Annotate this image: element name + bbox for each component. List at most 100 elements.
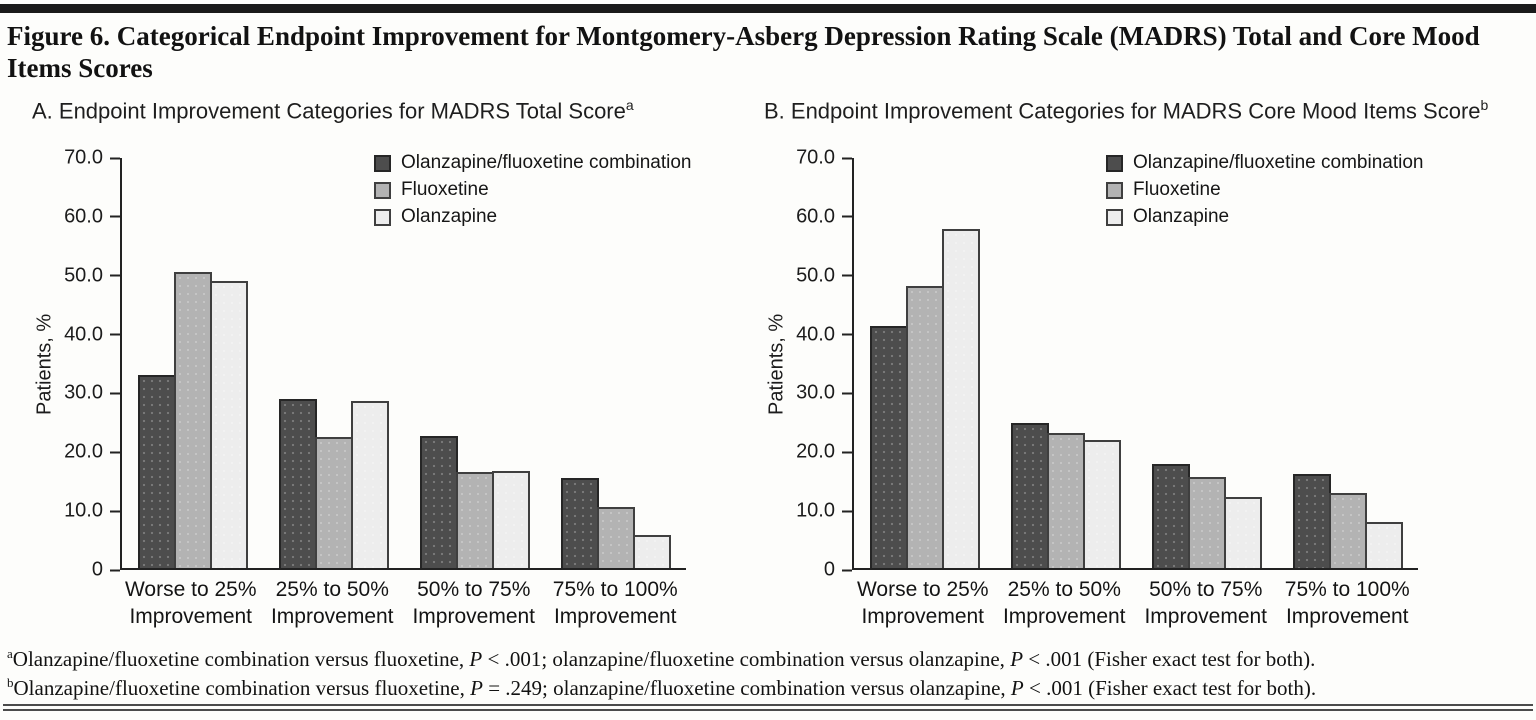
bar-series-1 [1187,476,1226,568]
legend-swatch [1106,208,1123,226]
footnote-text: < .001 (Fisher exact test for both). [1023,675,1317,700]
y-tick-label: 40.0 [796,323,835,346]
bar-series-0 [137,374,176,568]
p-value-symbol: P [1010,647,1024,671]
y-tick-mark [842,157,852,159]
footnote-b: bOlanzapine/fluoxetine combination versu… [7,674,1531,703]
y-tick-mark [110,215,120,218]
y-tick-mark [842,510,852,513]
legend-item: Fluoxetine [374,179,691,201]
legend-label: Olanzapine [1133,206,1230,227]
plot-area: Olanzapine/fluoxetine combination Fluoxet… [852,152,1423,570]
y-tick-mark [110,569,120,571]
y-tick-label: 50.0 [796,264,835,287]
bar-group [854,158,995,568]
y-axis-ticks: 70.0 60.0 50.0 40.0 30.0 20.0 10.0 0 [792,147,852,581]
footnote-text: Olanzapine/fluoxetine combination versus… [13,675,471,700]
y-tick-label: 0 [823,558,835,581]
y-tick-label: 70.0 [64,146,103,169]
bar-series-0 [1010,422,1049,568]
y-tick-mark [842,274,852,277]
x-category-label: 25% to 50% Improvement [270,578,394,628]
y-tick-mark [842,333,852,336]
p-value-symbol: P [469,647,483,671]
panel-a-title-text: A. Endpoint Improvement Categories for M… [32,98,626,124]
bar-group [1277,158,1418,568]
legend-label: Fluoxetine [401,179,489,200]
x-axis-labels: Worse to 25% Improvement 25% to 50% Improve… [120,577,686,631]
figure-title: Figure 6. Categorical Endpoint Improveme… [7,21,1480,84]
bar-series-0 [1292,474,1331,568]
bar-series-0 [869,325,908,568]
y-tick-mark [842,451,852,454]
bar-group [122,158,263,568]
bar-series-2 [1364,522,1403,568]
y-tick-mark [110,274,120,277]
legend-swatch [1106,154,1123,172]
footnote-text: Olanzapine/fluoxetine combination versus… [12,647,470,671]
bar-series-1 [173,271,212,568]
y-tick-mark [842,215,852,218]
y-tick-mark [110,333,120,336]
legend-item: Fluoxetine [1106,179,1423,201]
y-tick-label: 70.0 [796,146,835,169]
legend-label: Olanzapine/fluoxetine combination [1133,152,1424,173]
bar-group [263,158,404,568]
y-tick-mark [110,157,120,159]
bar-series-1 [1328,493,1367,568]
panel-b-title-text: B. Endpoint Improvement Categories for M… [764,98,1481,124]
footnotes: aOlanzapine/fluoxetine combination versu… [7,645,1531,703]
legend-label: Olanzapine/fluoxetine combination [401,152,692,173]
bar-series-2 [632,535,671,568]
footnote-text: < .001 (Fisher exact test for both). [1023,647,1316,671]
panel-b-title: B. Endpoint Improvement Categories for M… [764,97,1488,125]
y-tick-label: 60.0 [64,205,103,228]
x-category-label: Worse to 25% Improvement [856,578,989,628]
legend-swatch [374,208,391,226]
bar-series-0 [278,399,317,568]
p-value-symbol: P [470,675,483,700]
bar-group [545,158,686,568]
bar-series-1 [905,285,944,568]
panel-madrs-core-mood-score: B. Endpoint Improvement Categories for M… [762,97,1488,631]
footnote-marker: b [7,674,14,690]
footnote-text: < .001; olanzapine/fluoxetine combinatio… [482,647,1011,671]
y-tick-mark [110,510,120,513]
legend-item: Olanzapine [1106,206,1423,228]
bar-groups [122,158,686,568]
legend-swatch [374,154,391,172]
y-tick-mark [110,451,120,454]
bar-series-0 [1151,464,1190,568]
panels-row: A. Endpoint Improvement Categories for M… [0,97,1536,631]
x-category-label: 50% to 75% Improvement [412,578,536,628]
legend: Olanzapine/fluoxetine combination Fluoxet… [1106,152,1423,228]
legend-swatch [1106,181,1123,199]
figure-bottom-rule [3,704,1533,711]
panel-b-title-superscript: b [1480,97,1489,113]
y-tick-label: 20.0 [796,440,835,463]
legend-label: Olanzapine [401,206,498,227]
y-tick-label: 40.0 [64,323,103,346]
x-category-label: 75% to 100% Improvement [552,578,678,628]
bar-series-2 [350,400,389,568]
legend-item: Olanzapine [374,206,691,228]
y-axis-label: Patients, % [33,313,56,415]
figure-top-rule [0,4,1536,13]
bar-group [404,158,545,568]
y-tick-label: 60.0 [796,205,835,228]
bar-series-2 [1223,497,1262,568]
bar-series-1 [1046,433,1085,568]
plot-area: Olanzapine/fluoxetine combination Fluoxet… [120,152,691,570]
bar-series-0 [419,436,458,568]
bar-series-1 [314,436,353,568]
bar-series-0 [560,477,599,568]
legend-item: Olanzapine/fluoxetine combination [374,152,691,174]
x-category-label: 50% to 75% Improvement [1144,578,1268,628]
legend-item: Olanzapine/fluoxetine combination [1106,152,1423,174]
legend: Olanzapine/fluoxetine combination Fluoxet… [374,152,691,228]
bar-chart-madrs-core-mood: Patients, % 70.0 60.0 50.0 40.0 30.0 20.0 10.0… [762,147,1484,631]
x-category-label: Worse to 25% Improvement [124,578,257,628]
panel-a-title: A. Endpoint Improvement Categories for M… [32,97,752,125]
panel-a-title-superscript: a [625,97,634,113]
y-tick-label: 20.0 [64,440,103,463]
